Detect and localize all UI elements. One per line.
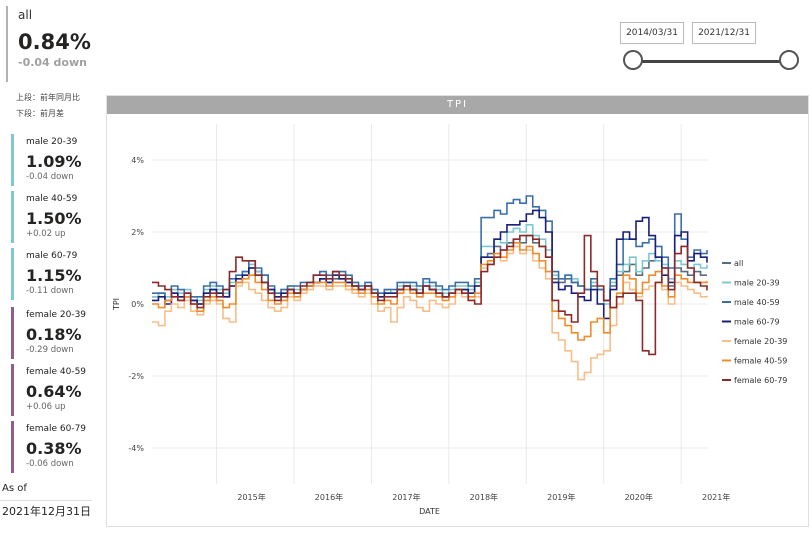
kpi-card-change: -0.29 down (26, 345, 74, 355)
note-line-1: 上段：前年同月比 (16, 93, 80, 102)
y-tick-label: 0% (131, 300, 144, 309)
x-tick-label: 2016年 (315, 492, 343, 502)
date-range-start[interactable]: 2014/03/31 (620, 22, 684, 44)
kpi-card-value: 0.64% (26, 382, 82, 401)
kpi-card-value: 1.09% (26, 152, 82, 171)
kpi-card-label: female 20-39 (26, 310, 87, 320)
kpi-card-value: 1.15% (26, 266, 82, 285)
x-tick-label: 2015年 (237, 492, 265, 502)
series-line (152, 234, 708, 356)
y-tick-label: -4% (128, 444, 144, 453)
x-tick-label: 2019年 (547, 492, 575, 502)
y-tick-label: 2% (131, 228, 144, 237)
kpi-card: female 40-59 0.64% +0.06 up (11, 364, 97, 416)
as-of-date: 2021年12月31日 (0, 500, 92, 522)
legend-label: female 20-39 (734, 337, 787, 346)
kpi-card: male 40-59 1.50% +0.02 up (11, 191, 97, 243)
kpi-card-label: female 40-59 (26, 367, 87, 377)
x-tick-label: 2018年 (470, 492, 498, 502)
kpi-card-label: male 60-79 (26, 251, 78, 261)
panel-title: TPI (107, 96, 808, 114)
note-line-2: 下段：前月差 (16, 109, 64, 118)
kpi-card-change: -0.04 down (26, 172, 74, 182)
x-tick-label: 2017年 (392, 492, 420, 502)
legend-label: female 60-79 (734, 376, 787, 385)
kpi-card-change: -0.06 down (26, 459, 74, 469)
x-axis-label: DATE (419, 507, 440, 516)
y-tick-label: 4% (131, 156, 144, 165)
y-tick-label: -2% (128, 372, 144, 381)
kpi-card-label: female 60-79 (26, 424, 87, 434)
date-range-start-handle[interactable] (623, 50, 643, 70)
kpi-card-label: male 20-39 (26, 137, 78, 147)
series-line (152, 195, 708, 302)
date-range-slider-track[interactable] (633, 60, 789, 63)
x-tick-label: 2020年 (625, 492, 653, 502)
kpi-card-change: +0.06 up (26, 402, 66, 412)
kpi-card-value: 0.38% (26, 439, 82, 458)
overall-kpi: all 0.84% -0.04 down (6, 6, 96, 82)
legend-label: male 40-59 (734, 298, 780, 307)
as-of-label: As of (2, 483, 27, 494)
x-tick-label: 2021年 (702, 492, 730, 502)
legend-label: male 20-39 (734, 279, 780, 288)
kpi-card: male 20-39 1.09% -0.04 down (11, 134, 97, 186)
tpi-chart-panel: TPI 4% 2% 0% -2% -4% 2015年 2016年 2017年 2018年 2019… (106, 95, 809, 527)
legend-label: male 60-79 (734, 318, 780, 327)
kpi-card: male 60-79 1.15% -0.11 down (11, 248, 97, 300)
kpi-card-change: -0.11 down (26, 286, 74, 296)
tpi-line-chart[interactable]: 4% 2% 0% -2% -4% 2015年 2016年 2017年 2018年 2019年 202… (107, 114, 808, 526)
kpi-card: female 60-79 0.38% -0.06 down (11, 421, 97, 473)
kpi-card-label: male 40-59 (26, 194, 78, 204)
legend-label: all (734, 259, 743, 268)
overall-kpi-value: 0.84% (18, 30, 91, 54)
y-axis-label: TPI (112, 298, 121, 311)
overall-kpi-label: all (18, 8, 33, 22)
overall-kpi-change: -0.04 down (18, 56, 87, 69)
kpi-card-change: +0.02 up (26, 229, 66, 239)
kpi-card-value: 0.18% (26, 325, 82, 344)
kpi-card: female 20-39 0.18% -0.29 down (11, 307, 97, 359)
kpi-card-value: 1.50% (26, 209, 82, 228)
date-range-end-handle[interactable] (779, 50, 799, 70)
series-line (152, 245, 708, 381)
date-range-end[interactable]: 2021/12/31 (692, 22, 756, 44)
legend-label: female 40-59 (734, 357, 787, 366)
